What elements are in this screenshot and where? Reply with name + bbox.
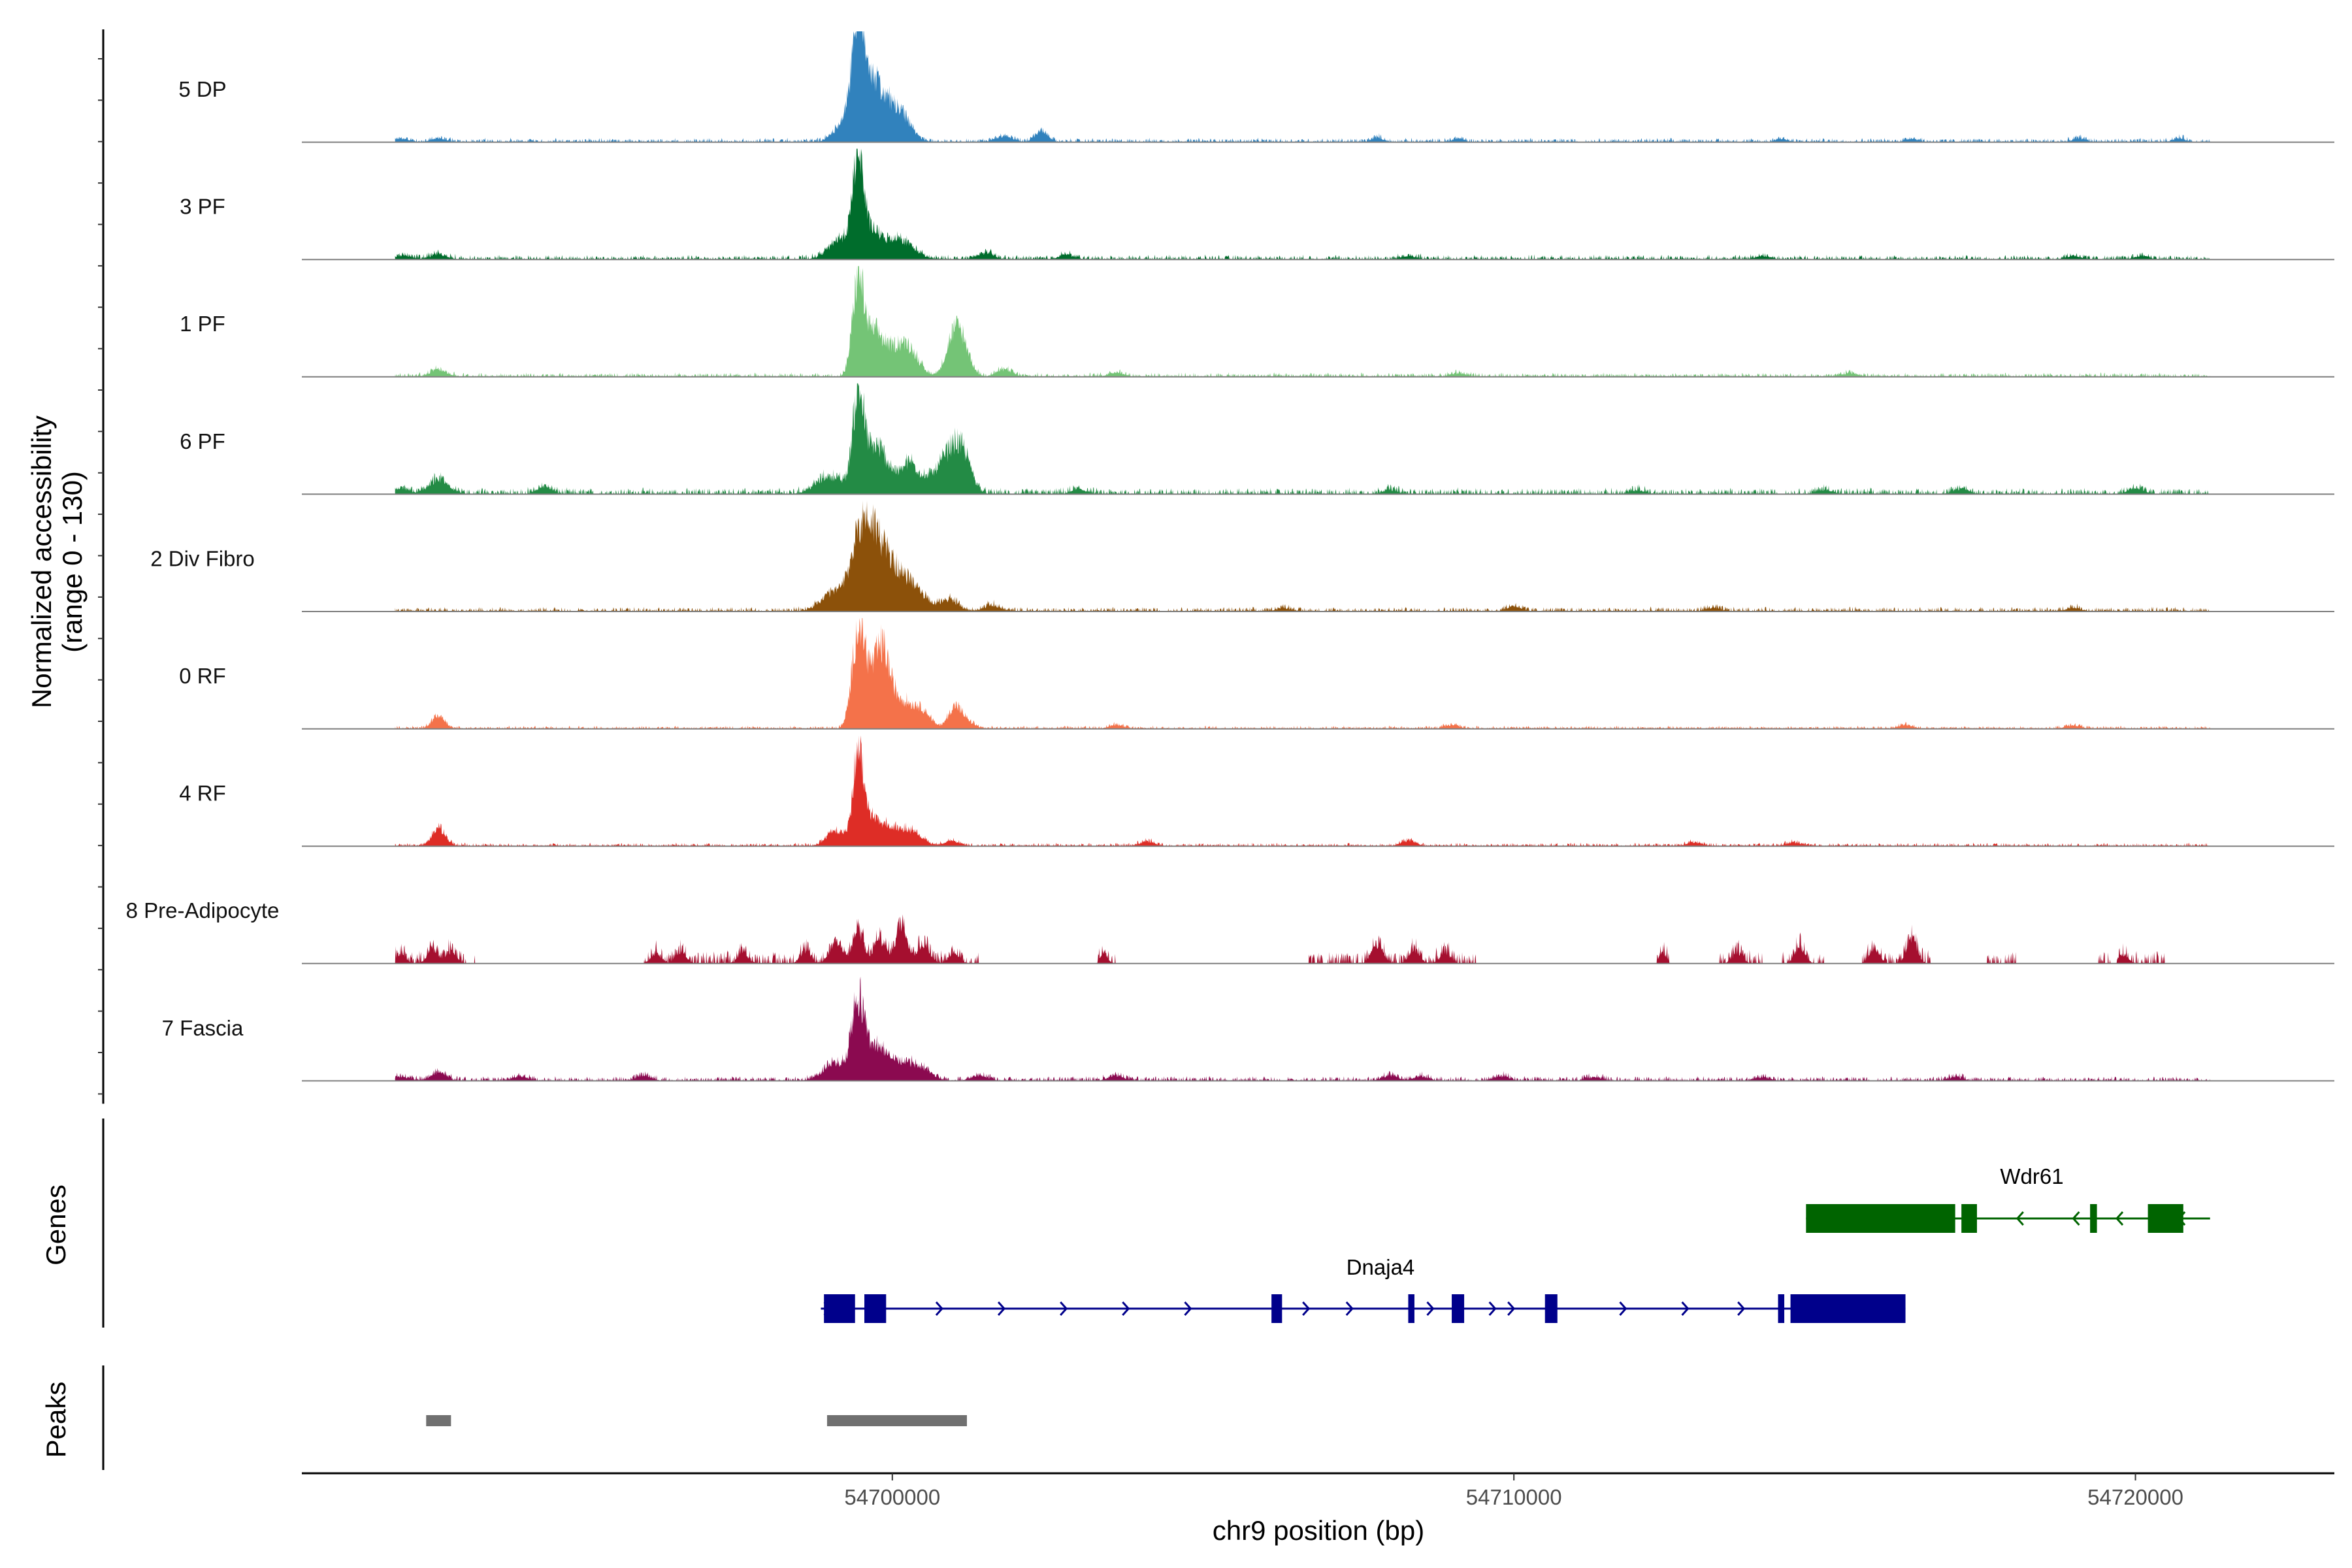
coverage-area	[395, 266, 2210, 377]
x-axis: 54700000 54710000 54720000	[302, 1472, 2334, 1509]
peak-region	[826, 1415, 967, 1426]
strand-arrow	[1060, 1301, 1068, 1316]
coverage-area	[395, 735, 2210, 847]
coverage-area	[395, 976, 2210, 1081]
coverage-track: 6 PF	[180, 383, 2334, 495]
peak-region	[426, 1415, 451, 1426]
coverage-track: 8 Pre-Adipocyte	[126, 898, 2334, 964]
coverage-area	[395, 618, 2210, 729]
strand-arrow	[2016, 1211, 2024, 1226]
track-label: 0 RF	[179, 664, 226, 688]
strand-arrow	[1426, 1301, 1435, 1316]
coverage-track: 1 PF	[180, 266, 2334, 378]
x-tick-label: 54710000	[1466, 1485, 1562, 1509]
left-axes	[98, 29, 105, 1470]
track-label: 7 Fascia	[162, 1016, 244, 1040]
strand-arrow	[1345, 1301, 1354, 1316]
gene-exon	[864, 1294, 887, 1323]
x-tick-label: 54720000	[2087, 1485, 2183, 1509]
coverage-tracks: 5 DP 3 PF 1 PF 6 PF 2 Div Fibro 0 RF 4 RF 8 Pre…	[126, 31, 2334, 1082]
coverage-track: 3 PF	[180, 148, 2334, 261]
strand-arrow	[1737, 1301, 1746, 1316]
gene-exon	[1544, 1294, 1558, 1323]
track-label: 6 PF	[180, 429, 225, 453]
gene-exon	[1271, 1294, 1282, 1323]
x-axis-title: chr9 position (bp)	[1213, 1515, 1425, 1546]
strand-arrow	[2115, 1211, 2124, 1226]
x-tick-label: 54700000	[844, 1485, 940, 1509]
gene-exon	[1790, 1294, 1906, 1323]
track-label: 3 PF	[180, 195, 225, 219]
gene-exon	[1452, 1294, 1465, 1323]
coverage-area	[395, 500, 2210, 612]
track-label: 4 RF	[179, 781, 226, 806]
strand-arrow	[935, 1301, 943, 1316]
track-label: 1 PF	[180, 312, 225, 336]
track-label: 8 Pre-Adipocyte	[126, 898, 280, 923]
y-axis-subtitle: (range 0 - 130)	[57, 471, 88, 653]
peaks-track	[426, 1415, 967, 1426]
coverage-track: 7 Fascia	[162, 976, 2334, 1082]
gene: Wdr61	[1806, 1164, 2210, 1233]
gene-label: Dnaja4	[1347, 1255, 1415, 1279]
strand-arrow	[1681, 1301, 1690, 1316]
strand-arrow	[1488, 1301, 1497, 1316]
peaks-axis-title: Peaks	[41, 1382, 71, 1458]
strand-arrow	[997, 1301, 1006, 1316]
gene-label: Wdr61	[2000, 1164, 2063, 1188]
strand-arrow	[2072, 1211, 2080, 1226]
coverage-area	[395, 914, 2210, 964]
coverage-track: 4 RF	[179, 735, 2334, 847]
gene-exon	[1778, 1294, 1785, 1323]
y-axis-title: Normalized accessibility	[26, 416, 57, 708]
coverage-area	[395, 383, 2210, 495]
gene-exon	[2090, 1204, 2097, 1233]
gene-exon	[1408, 1294, 1414, 1323]
gene-exon	[2148, 1204, 2183, 1233]
gene: Dnaja4	[821, 1255, 1906, 1323]
gene-exon	[824, 1294, 855, 1323]
gene-exon	[1806, 1204, 1955, 1233]
coverage-area	[395, 31, 2210, 142]
coverage-area	[395, 148, 2210, 260]
strand-arrow	[1619, 1301, 1627, 1316]
coverage-track: 0 RF	[179, 618, 2334, 730]
strand-arrow	[1184, 1301, 1192, 1316]
track-label: 2 Div Fibro	[150, 546, 255, 570]
gene-exon	[1961, 1204, 1977, 1233]
strand-arrow	[1507, 1301, 1516, 1316]
genes-track: Wdr61 Dnaja4	[821, 1164, 2210, 1323]
genes-axis-title: Genes	[41, 1184, 71, 1266]
coverage-track: 5 DP	[178, 31, 2334, 143]
strand-arrow	[1122, 1301, 1130, 1316]
strand-arrow	[1302, 1301, 1311, 1316]
track-label: 5 DP	[178, 77, 226, 101]
coverage-track: 2 Div Fibro	[150, 500, 2334, 612]
